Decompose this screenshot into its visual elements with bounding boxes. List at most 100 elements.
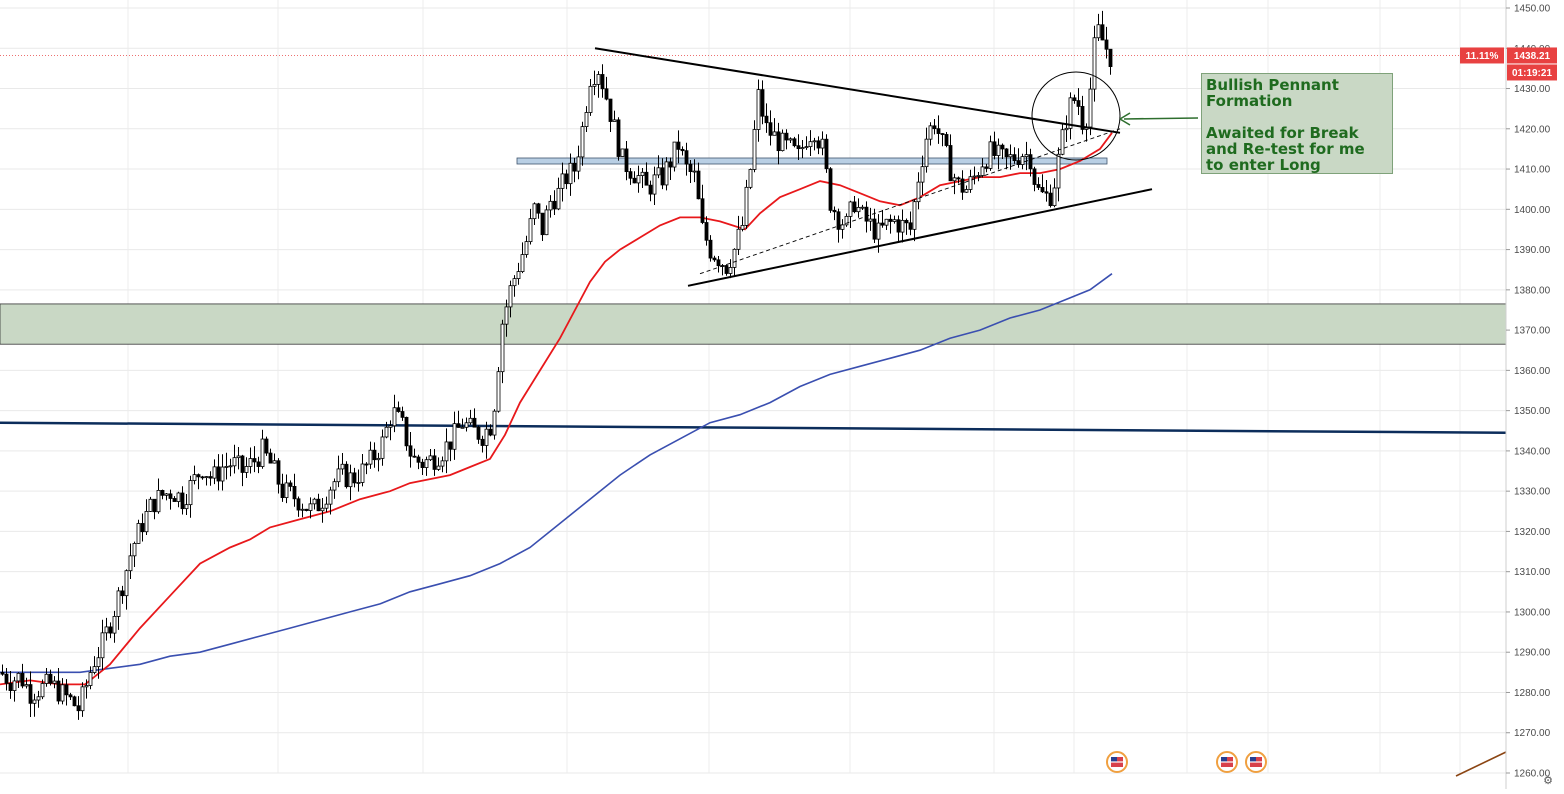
candle-body bbox=[752, 129, 757, 170]
candle-body bbox=[440, 460, 445, 467]
candle bbox=[476, 425, 481, 444]
candle bbox=[152, 498, 157, 520]
candle bbox=[100, 619, 105, 670]
candle-body bbox=[48, 673, 53, 684]
candle bbox=[740, 216, 745, 232]
candle-body bbox=[1024, 154, 1029, 157]
candle bbox=[348, 464, 353, 501]
settings-gear-icon[interactable]: ⚙ bbox=[1543, 775, 1553, 787]
change-badge-text: 11.11% bbox=[1466, 51, 1499, 62]
candle bbox=[648, 180, 653, 202]
candle-body bbox=[648, 184, 653, 195]
candle-body bbox=[664, 161, 669, 186]
candle bbox=[96, 646, 101, 679]
candle-body bbox=[280, 483, 285, 499]
candle bbox=[52, 676, 57, 689]
candle bbox=[688, 159, 693, 184]
candle-body bbox=[180, 492, 185, 510]
candle bbox=[504, 299, 509, 337]
candle bbox=[60, 678, 65, 705]
candle-body bbox=[804, 146, 809, 149]
candle bbox=[796, 134, 801, 160]
candle-body bbox=[840, 224, 845, 230]
annotation-line-2: Formation bbox=[1206, 92, 1293, 110]
candle bbox=[512, 275, 517, 297]
candle-body bbox=[4, 673, 9, 684]
candle-body bbox=[156, 490, 161, 513]
candle bbox=[912, 199, 917, 242]
candle-body bbox=[808, 141, 813, 148]
candle bbox=[856, 198, 861, 218]
candle bbox=[1012, 147, 1017, 164]
us-flag-icon-canton bbox=[1111, 757, 1117, 762]
candle bbox=[88, 666, 93, 690]
candle bbox=[832, 206, 837, 221]
candle-body bbox=[416, 456, 421, 463]
candle-body bbox=[544, 209, 549, 236]
candle-body bbox=[888, 218, 893, 222]
candle-body bbox=[952, 177, 957, 182]
candle-body bbox=[128, 555, 133, 572]
candle bbox=[308, 497, 313, 519]
candle-body bbox=[1064, 127, 1069, 131]
candle bbox=[644, 162, 649, 186]
candle bbox=[296, 496, 301, 517]
candle bbox=[8, 670, 13, 699]
candle bbox=[532, 202, 537, 226]
support-zone bbox=[0, 303, 1507, 345]
candle bbox=[968, 169, 973, 193]
candle bbox=[632, 171, 637, 184]
candle-body bbox=[332, 481, 337, 491]
candle-body bbox=[420, 461, 425, 468]
candle-body bbox=[756, 89, 761, 130]
horizontal-lines bbox=[0, 55, 1507, 435]
moving-averages bbox=[0, 132, 1113, 686]
candle bbox=[420, 458, 425, 475]
candle bbox=[196, 473, 201, 490]
candle-body bbox=[1012, 154, 1017, 161]
candle-body bbox=[140, 523, 145, 533]
candle-body bbox=[96, 657, 101, 668]
candle-body bbox=[692, 170, 697, 173]
candle bbox=[264, 436, 269, 456]
candle bbox=[44, 668, 49, 687]
candle bbox=[464, 417, 469, 432]
candle-body bbox=[220, 466, 225, 482]
resistance-band bbox=[516, 157, 1108, 165]
candle bbox=[816, 136, 821, 155]
candle bbox=[836, 208, 841, 243]
candle bbox=[496, 367, 501, 413]
candle-body bbox=[468, 417, 473, 424]
candle bbox=[520, 242, 525, 274]
annotation-line-1: Bullish Pennant bbox=[1206, 76, 1339, 94]
candle bbox=[840, 219, 845, 239]
candle bbox=[672, 141, 677, 172]
candle-body bbox=[944, 134, 949, 146]
candle bbox=[804, 136, 809, 150]
candle-body bbox=[1056, 153, 1061, 189]
candle-body bbox=[288, 482, 293, 487]
candle bbox=[1108, 48, 1113, 75]
y-tick-label: 1290.00 bbox=[1514, 648, 1551, 659]
candle bbox=[560, 162, 565, 202]
candle-body bbox=[948, 145, 953, 182]
candle bbox=[24, 677, 29, 689]
candle-body bbox=[392, 407, 397, 427]
candle-body bbox=[616, 119, 621, 157]
candle-body bbox=[196, 474, 201, 478]
candle-body bbox=[524, 241, 529, 255]
candle-body bbox=[32, 699, 37, 704]
y-tick-label: 1270.00 bbox=[1514, 728, 1551, 739]
candle bbox=[1008, 144, 1013, 170]
candle bbox=[232, 444, 237, 474]
candle-body bbox=[1052, 187, 1057, 207]
candle bbox=[628, 168, 633, 185]
candle-body bbox=[64, 684, 69, 696]
candle bbox=[704, 216, 709, 246]
candle-body bbox=[560, 173, 565, 189]
candle bbox=[636, 165, 641, 193]
candle-body bbox=[164, 493, 169, 496]
candle-body bbox=[176, 492, 181, 502]
